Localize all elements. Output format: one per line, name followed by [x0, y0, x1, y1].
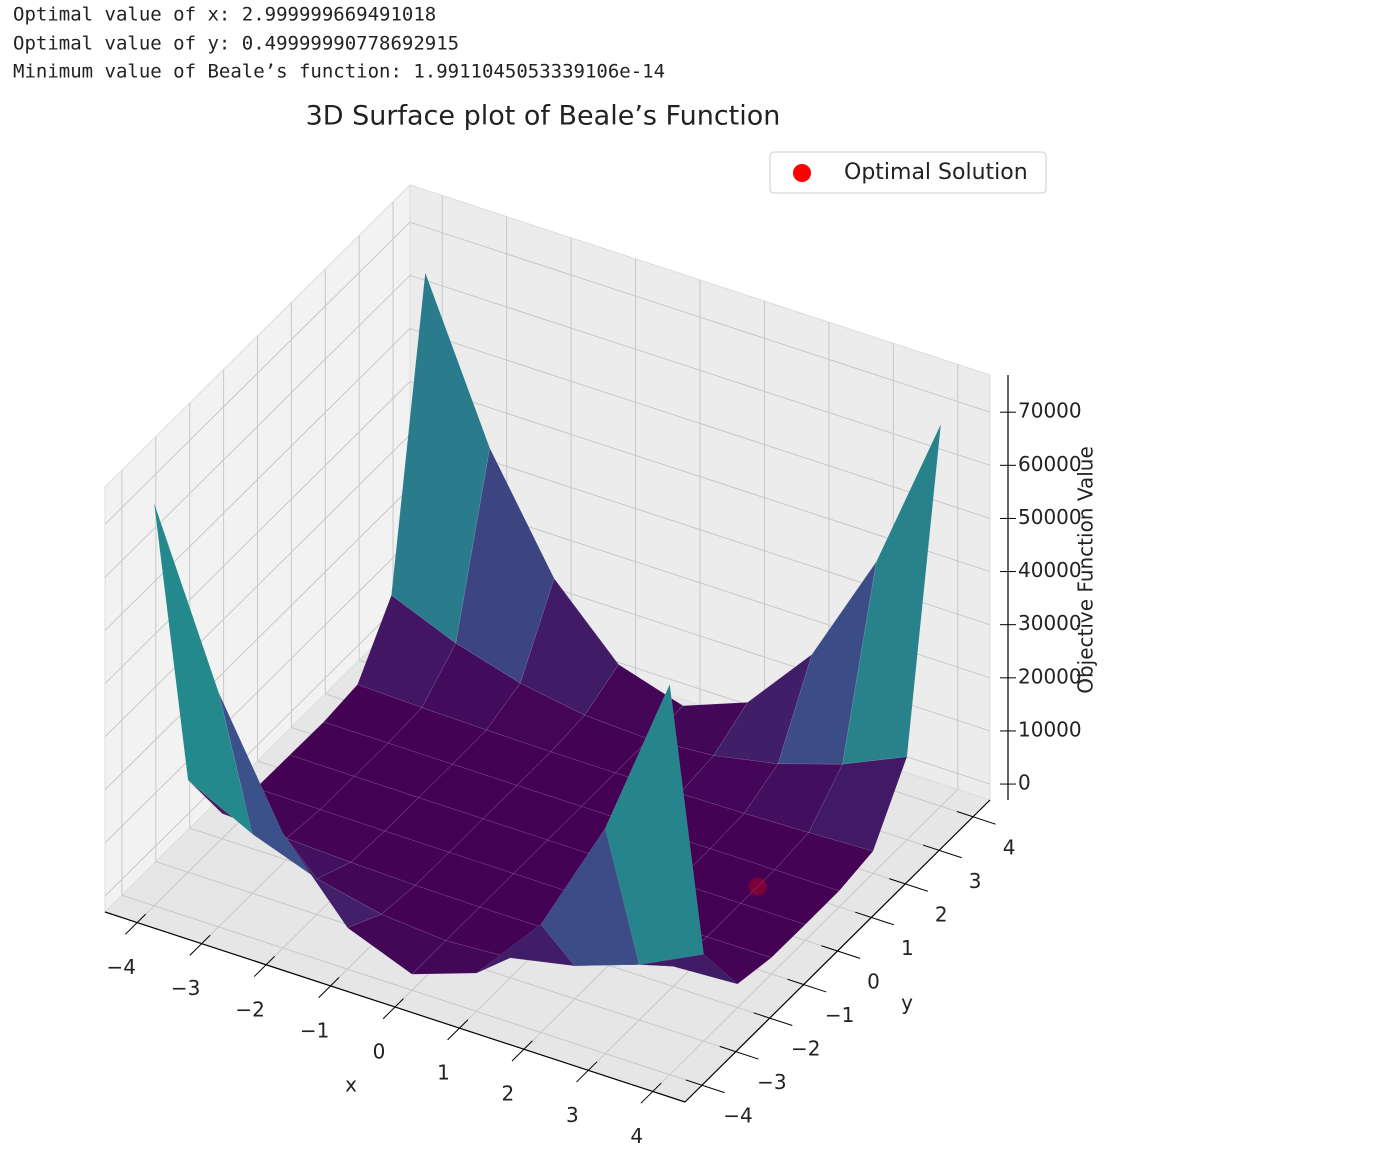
- y-tick-label: −4: [723, 1104, 752, 1128]
- legend-marker: [793, 164, 811, 182]
- y-tick: [956, 811, 996, 825]
- y-tick-label: −1: [825, 1003, 854, 1027]
- grid-line: [104, 540, 411, 844]
- x-tick-label: 2: [502, 1082, 515, 1106]
- y-tick: [855, 911, 895, 926]
- x-tick: [125, 913, 147, 935]
- surface-patch: [639, 953, 738, 985]
- x-tick-label: −3: [171, 976, 200, 1000]
- z-tick-label: 60000: [1018, 452, 1082, 476]
- z-tick-label: 10000: [1018, 717, 1082, 741]
- y-tick-label: 2: [935, 902, 948, 926]
- z-axis-label: Objective Function Value: [1074, 446, 1098, 694]
- x-tick: [318, 977, 340, 998]
- surface-patch: [774, 832, 874, 892]
- x-tick: [382, 998, 404, 1020]
- y-tick-label: 3: [969, 869, 982, 893]
- z-tick-label: 40000: [1018, 558, 1082, 582]
- z-tick-label: 20000: [1018, 664, 1082, 688]
- x-axis-label: x: [345, 1073, 357, 1097]
- grid-line: [104, 593, 411, 897]
- grid-line: [409, 327, 991, 519]
- x-tick-label: −1: [300, 1018, 329, 1042]
- y-tick: [753, 1012, 793, 1026]
- y-tick: [719, 1045, 759, 1060]
- grid-line: [104, 487, 411, 791]
- chart-title: 3D Surface plot of Beale’s Function: [306, 101, 781, 132]
- x-tick-label: −2: [235, 997, 264, 1021]
- grid-line: [104, 274, 411, 578]
- console-line: Optimal value of y: 0.49999990778692915: [13, 33, 459, 55]
- y-tick-label: 4: [1003, 835, 1016, 859]
- y-tick-label: 1: [901, 936, 914, 960]
- legend-label: Optimal Solution: [844, 160, 1028, 185]
- surface-patch: [842, 424, 942, 765]
- grid-line: [104, 328, 411, 631]
- x-tick: [511, 1040, 533, 1062]
- grid-line: [104, 381, 411, 684]
- surface-patch: [740, 869, 840, 925]
- x-tick-label: 0: [373, 1040, 386, 1064]
- z-tick-label: 30000: [1018, 611, 1082, 635]
- grid-line: [409, 274, 991, 466]
- x-tick-label: 1: [437, 1061, 450, 1085]
- grid-line: [409, 221, 991, 413]
- x-tick-label: 4: [630, 1124, 643, 1148]
- y-tick: [821, 945, 861, 959]
- x-tick: [640, 1082, 662, 1104]
- x-tick-label: 3: [566, 1103, 579, 1127]
- z-tick-label: 50000: [1018, 505, 1082, 529]
- y-axis-label: y: [901, 991, 913, 1015]
- x-tick: [189, 934, 211, 956]
- legend-box: [769, 151, 1047, 194]
- y-tick: [889, 878, 928, 892]
- y-tick-label: −3: [757, 1070, 786, 1094]
- z-tick-label: 0: [1018, 771, 1031, 795]
- x-tick: [576, 1061, 598, 1083]
- y-tick: [685, 1079, 725, 1094]
- optimal-point: [748, 877, 767, 896]
- y-tick: [787, 978, 827, 993]
- y-tick-label: −2: [791, 1037, 820, 1061]
- surface-patch: [604, 683, 704, 965]
- console-line: Optimal value of x: 2.999999669491018: [13, 4, 436, 26]
- y-tick-label: 0: [867, 970, 880, 994]
- y-tick: [922, 844, 962, 859]
- x-tick: [447, 1019, 469, 1041]
- z-tick-label: 70000: [1018, 399, 1082, 423]
- x-tick: [253, 956, 275, 977]
- grid-line: [104, 434, 411, 738]
- x-tick-label: −4: [106, 955, 135, 979]
- console-line: Minimum value of Beale’s function: 1.991…: [13, 61, 665, 83]
- grid-line: [104, 221, 411, 525]
- grid-line: [121, 894, 703, 1086]
